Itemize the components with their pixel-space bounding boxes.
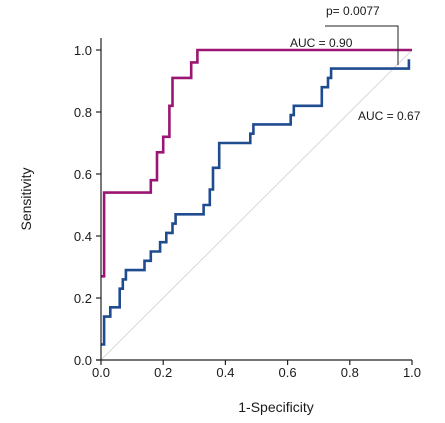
reference-diagonal [100, 49, 413, 361]
y-tick-label: 0.2 [74, 291, 92, 306]
p-value-bracket [325, 25, 399, 65]
x-tick-label: 1.0 [403, 365, 421, 380]
auc-label-series-1: AUC = 0.90 [290, 36, 353, 50]
y-axis-ticks: 0.0 0.2 0.4 0.6 0.8 1.0 [74, 43, 101, 368]
x-axis-title: 1-Specificity [238, 399, 313, 415]
y-tick-label: 0.8 [74, 105, 92, 120]
x-tick-label: 0.0 [92, 365, 110, 380]
x-tick-label: 0.2 [154, 365, 172, 380]
auc-label-series-2: AUC = 0.67 [358, 109, 421, 123]
roc-curve-series-1 [101, 48, 412, 278]
x-tick-label: 0.8 [341, 365, 359, 380]
y-tick-label: 0.6 [74, 167, 92, 182]
series-layer [101, 48, 412, 346]
y-tick-label: 0.0 [74, 353, 92, 368]
x-axis-ticks: 0.0 0.2 0.4 0.6 0.8 1.0 [92, 360, 421, 380]
x-tick-label: 0.6 [279, 365, 297, 380]
x-tick-label: 0.4 [216, 365, 234, 380]
y-axis-title: Sensitivity [18, 167, 34, 230]
y-tick-label: 0.4 [74, 229, 92, 244]
roc-curve-series-2 [101, 59, 411, 346]
p-value-label: p= 0.0077 [326, 4, 380, 18]
y-tick-label: 1.0 [74, 43, 92, 58]
